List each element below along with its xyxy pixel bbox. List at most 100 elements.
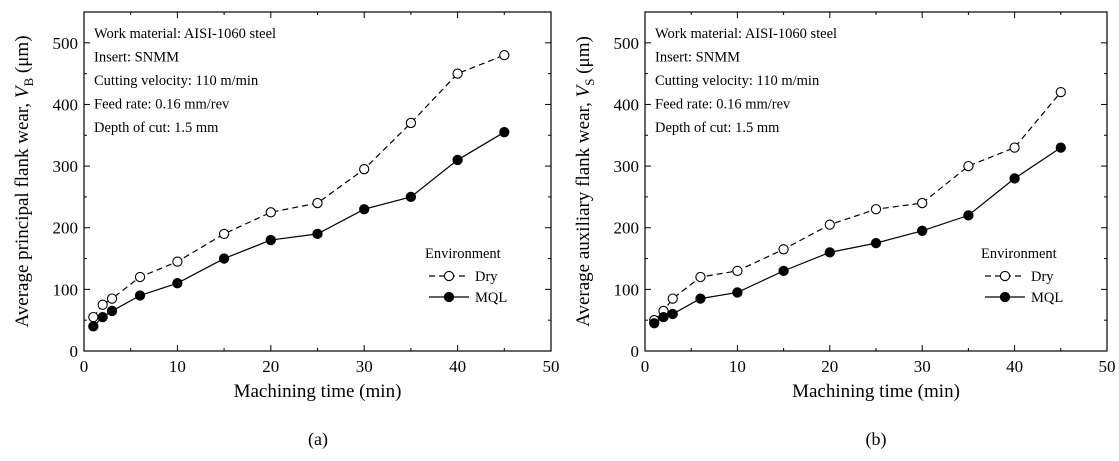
panel-label: (b)	[866, 429, 887, 450]
y-tick-label: 400	[53, 95, 79, 114]
data-point-dry	[870, 204, 882, 215]
x-tick-label: 20	[262, 357, 279, 376]
data-point-mql	[658, 311, 669, 323]
data-point-mql	[917, 225, 928, 236]
y-tick-label: 500	[614, 34, 640, 53]
y-tick-label: 200	[53, 219, 79, 238]
data-point-dry	[359, 164, 370, 175]
y-tick-label: 100	[614, 280, 640, 299]
y-axis-label: Average principal flank wear, VB (μm)	[12, 35, 36, 327]
data-point-mql	[1009, 173, 1020, 184]
x-tick-label: 50	[1099, 357, 1116, 376]
data-point-dry	[405, 117, 417, 129]
y-tick-label: 400	[614, 95, 640, 114]
annotation-line: Depth of cut: 1.5 mm	[655, 120, 780, 136]
x-axis-label: Machining time (min)	[792, 381, 960, 402]
data-point-dry	[695, 271, 706, 283]
x-tick-label: 0	[641, 357, 650, 376]
y-tick-label: 500	[53, 34, 79, 53]
x-tick-label: 50	[543, 357, 560, 376]
annotation-line: Cutting velocity: 110 m/min	[94, 73, 259, 89]
data-point-dry	[134, 271, 146, 283]
annotation-line: Feed rate: 0.16 mm/rev	[655, 97, 791, 113]
x-tick-label: 30	[356, 357, 373, 376]
y-axis-label: Average auxiliary flank wear, VS (μm)	[573, 36, 597, 327]
x-tick-label: 40	[449, 357, 466, 376]
data-point-dry	[265, 207, 276, 218]
data-point-dry	[97, 299, 108, 310]
x-tick-label: 10	[169, 357, 186, 376]
legend-marker-mql	[443, 291, 455, 303]
annotation-line: Depth of cut: 1.5 mm	[94, 120, 219, 136]
legend-title: Environment	[425, 246, 501, 262]
data-point-dry	[732, 265, 743, 277]
annotation-line: Work material: AISI-1060 steel	[94, 26, 276, 42]
data-point-mql	[312, 228, 323, 240]
x-tick-label: 0	[80, 357, 89, 376]
data-point-dry	[963, 160, 974, 172]
x-axis-label: Machining time (min)	[234, 381, 402, 402]
legend-entry-mql: MQL	[475, 290, 507, 306]
data-point-mql	[172, 278, 183, 289]
data-point-dry	[312, 197, 323, 209]
data-point-dry	[452, 68, 463, 79]
data-point-mql	[218, 253, 230, 264]
annotation-line: Feed rate: 0.16 mm/rev	[94, 97, 230, 113]
y-tick-label: 0	[631, 342, 640, 361]
data-point-dry	[1009, 142, 1020, 153]
legend-marker-dry	[999, 270, 1011, 282]
series-line-dry	[92, 54, 505, 318]
data-point-mql	[667, 308, 678, 320]
data-point-mql	[499, 127, 510, 138]
data-point-dry	[499, 49, 510, 61]
data-point-mql	[824, 247, 835, 258]
data-point-dry	[667, 293, 678, 304]
data-point-mql	[405, 191, 417, 203]
data-point-mql	[106, 305, 118, 317]
x-tick-label: 40	[1006, 357, 1023, 376]
data-point-mql	[963, 210, 974, 221]
data-point-dry	[88, 311, 99, 323]
data-point-mql	[134, 290, 146, 301]
legend-marker-dry	[443, 270, 455, 282]
y-tick-label: 200	[614, 219, 640, 238]
data-point-mql	[359, 204, 370, 215]
annotation-line: Insert: SNMM	[94, 50, 179, 66]
legend-marker-mql	[999, 291, 1011, 303]
x-tick-label: 30	[914, 357, 931, 376]
y-tick-label: 300	[53, 157, 79, 176]
data-point-mql	[88, 321, 99, 332]
data-point-dry	[218, 228, 230, 240]
data-point-mql	[452, 154, 463, 166]
legend-entry-dry: Dry	[1031, 269, 1054, 285]
data-point-mql	[97, 311, 108, 323]
y-tick-label: 0	[70, 342, 79, 361]
annotation-line: Work material: AISI-1060 steel	[655, 26, 837, 42]
x-tick-label: 10	[729, 357, 746, 376]
data-point-mql	[265, 234, 276, 246]
data-point-mql	[695, 293, 706, 304]
annotation-line: Cutting velocity: 110 m/min	[655, 73, 820, 89]
x-tick-label: 20	[821, 357, 838, 376]
y-tick-label: 100	[53, 280, 79, 299]
y-tick-label: 300	[614, 157, 640, 176]
data-point-dry	[106, 293, 118, 304]
legend-entry-mql: MQL	[1031, 290, 1063, 306]
data-point-mql	[870, 237, 882, 249]
legend-entry-dry: Dry	[475, 269, 498, 285]
data-point-dry	[917, 197, 928, 209]
panel-label: (a)	[308, 429, 328, 450]
data-point-mql	[1055, 142, 1066, 153]
data-point-mql	[732, 287, 743, 298]
data-point-dry	[824, 219, 835, 230]
data-point-dry	[172, 256, 183, 267]
data-point-dry	[778, 244, 789, 255]
data-point-dry	[1055, 86, 1066, 98]
legend-title: Environment	[981, 246, 1057, 262]
data-point-mql	[778, 265, 789, 277]
annotation-line: Insert: SNMM	[655, 50, 740, 66]
